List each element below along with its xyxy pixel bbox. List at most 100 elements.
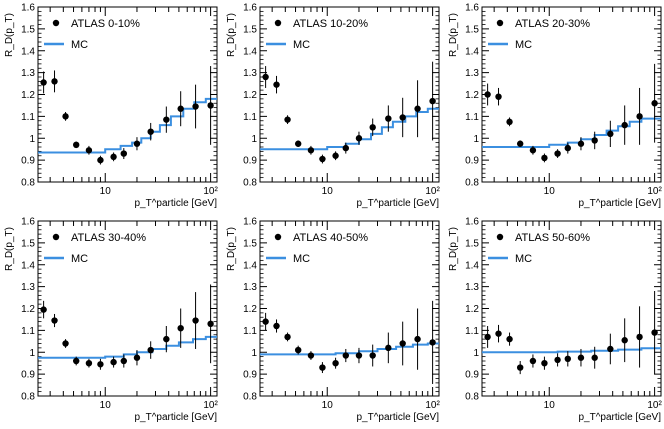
legend-label-mc: MC xyxy=(515,39,532,51)
data-point xyxy=(516,140,524,147)
data-point xyxy=(621,337,628,344)
x-axis-label: p_T^particle [GeV] xyxy=(578,412,661,423)
y-tick-label: 1.6 xyxy=(465,3,479,14)
data-point xyxy=(607,130,614,138)
data-point xyxy=(355,352,363,359)
data-point xyxy=(414,105,421,112)
y-tick-label: 1.3 xyxy=(243,68,257,79)
data-point xyxy=(529,147,537,154)
panel-50-60pct: 0.8 0.9 1 1.1 1.2 1.3 1.4 1.5 1.6 10 10² R_D(p_T) p_… xyxy=(448,217,663,424)
x-tick-label: 10² xyxy=(647,186,662,197)
y-tick-label: 0.8 xyxy=(465,392,479,403)
y-tick-label: 1.1 xyxy=(465,112,479,123)
y-tick-label: 1 xyxy=(251,348,257,359)
data-point xyxy=(97,361,104,368)
data-point xyxy=(133,140,141,147)
data-point xyxy=(342,144,349,152)
data-point xyxy=(564,144,571,152)
data-point xyxy=(564,355,571,363)
y-tick-label: 0.9 xyxy=(21,156,35,167)
y-tick-label: 1.6 xyxy=(21,3,35,14)
data-point xyxy=(636,113,643,120)
data-point xyxy=(284,116,291,123)
data-point xyxy=(319,364,326,371)
data-point xyxy=(177,324,184,332)
y-tick-label: 0.8 xyxy=(243,178,257,189)
data-point xyxy=(273,81,280,88)
y-tick-label: 1.4 xyxy=(21,46,35,57)
plot-frame xyxy=(481,6,662,183)
y-axis-label: R_D(p_T) xyxy=(4,227,15,271)
x-tick-label: 10² xyxy=(203,400,218,411)
y-tick-label: 1.2 xyxy=(243,90,257,101)
legend-label-mc: MC xyxy=(293,253,310,265)
y-axis-label: R_D(p_T) xyxy=(226,227,237,271)
y-tick-label: 0.8 xyxy=(243,392,257,403)
y-tick-label: 1.6 xyxy=(243,3,257,14)
x-tick-label: 10² xyxy=(203,186,218,197)
data-point xyxy=(385,344,392,352)
y-tick-label: 0.8 xyxy=(21,392,35,403)
data-point xyxy=(506,335,513,343)
y-tick-label: 1.4 xyxy=(243,260,257,271)
y-tick-label: 0.9 xyxy=(21,370,35,381)
data-point xyxy=(110,153,117,161)
legend-label-mc: MC xyxy=(515,253,532,265)
mc-series-line xyxy=(38,97,217,154)
data-point xyxy=(529,357,537,365)
y-tick-label: 1.1 xyxy=(21,112,35,123)
y-tick-label: 1.3 xyxy=(243,282,257,293)
legend-marker-atlas xyxy=(52,233,60,241)
y-tick-label: 1.3 xyxy=(21,282,35,293)
mc-series-line xyxy=(260,342,439,356)
x-tick-label: 10 xyxy=(322,186,334,197)
data-point xyxy=(554,356,561,364)
legend-label-mc: MC xyxy=(71,39,88,51)
y-tick-label: 1.1 xyxy=(243,326,257,337)
y-axis-label: R_D(p_T) xyxy=(448,227,459,271)
data-point xyxy=(332,152,339,159)
y-axis-label: R_D(p_T) xyxy=(448,13,459,57)
data-point xyxy=(541,154,548,162)
legend-marker-atlas xyxy=(496,233,504,241)
data-point xyxy=(51,317,58,324)
legend-label-atlas: ATLAS 30-40% xyxy=(71,232,146,244)
data-point xyxy=(262,318,269,325)
y-tick-label: 0.9 xyxy=(243,370,257,381)
plot-frame xyxy=(259,6,440,183)
x-axis-label: p_T^particle [GeV] xyxy=(134,412,217,423)
panel-0-10pct: 0.8 0.9 1 1.1 1.2 1.3 1.4 1.5 1.6 10 10² R_D(p_T) p_… xyxy=(4,3,219,210)
y-tick-label: 0.9 xyxy=(465,156,479,167)
panel-20-30pct: 0.8 0.9 1 1.1 1.2 1.3 1.4 1.5 1.6 10 10² R_D(p_T) p_… xyxy=(448,3,663,210)
data-point xyxy=(147,346,154,354)
data-point xyxy=(369,124,376,131)
y-tick-label: 1.1 xyxy=(465,326,479,337)
data-point xyxy=(147,128,154,135)
data-point xyxy=(163,116,170,123)
legend-label-atlas: ATLAS 50-60% xyxy=(515,232,590,244)
data-point xyxy=(484,333,491,341)
y-tick-label: 1.6 xyxy=(465,217,479,228)
y-tick-label: 1.1 xyxy=(243,112,257,123)
data-point xyxy=(342,352,349,359)
legend-label-atlas: ATLAS 20-30% xyxy=(515,18,590,30)
mc-series-line xyxy=(482,117,661,148)
data-point xyxy=(554,150,561,157)
data-point xyxy=(577,354,585,361)
data-point xyxy=(40,306,47,313)
data-point xyxy=(120,357,127,365)
data-point xyxy=(273,322,280,330)
y-tick-label: 1 xyxy=(473,134,479,145)
y-tick-label: 1.6 xyxy=(243,217,257,228)
y-tick-label: 1.4 xyxy=(21,260,35,271)
y-tick-label: 1.1 xyxy=(21,326,35,337)
y-tick-label: 1.5 xyxy=(243,24,257,35)
y-tick-label: 1.5 xyxy=(465,238,479,249)
data-point xyxy=(294,346,302,354)
y-axis-label: R_D(p_T) xyxy=(4,13,15,57)
data-point xyxy=(516,364,524,371)
data-point xyxy=(355,135,363,142)
y-tick-label: 1.6 xyxy=(21,217,35,228)
data-point xyxy=(284,333,291,341)
y-tick-label: 1.4 xyxy=(465,46,479,57)
